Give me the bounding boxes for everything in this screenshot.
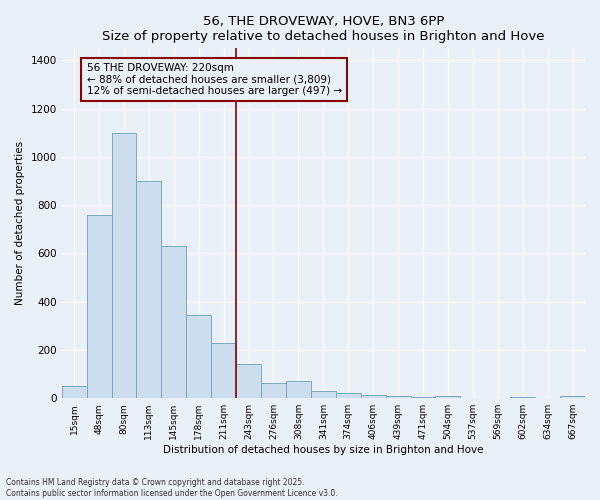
Y-axis label: Number of detached properties: Number of detached properties [15,141,25,306]
Bar [361,396,386,398]
Bar [386,396,410,398]
Bar [136,181,161,398]
Bar [161,246,186,398]
Bar [261,382,286,398]
Bar [510,397,535,398]
Bar [236,364,261,398]
Bar [436,396,460,398]
Bar [186,315,211,398]
Text: 56 THE DROVEWAY: 220sqm
← 88% of detached houses are smaller (3,809)
12% of semi: 56 THE DROVEWAY: 220sqm ← 88% of detache… [86,63,342,96]
Bar [336,394,361,398]
Bar [286,382,311,398]
Bar [211,342,236,398]
Text: Contains HM Land Registry data © Crown copyright and database right 2025.
Contai: Contains HM Land Registry data © Crown c… [6,478,338,498]
Bar [112,133,136,398]
Bar [311,391,336,398]
Title: 56, THE DROVEWAY, HOVE, BN3 6PP
Size of property relative to detached houses in : 56, THE DROVEWAY, HOVE, BN3 6PP Size of … [102,15,545,43]
Bar [410,397,436,398]
X-axis label: Distribution of detached houses by size in Brighton and Hove: Distribution of detached houses by size … [163,445,484,455]
Bar [86,215,112,398]
Bar [560,396,585,398]
Bar [62,386,86,398]
